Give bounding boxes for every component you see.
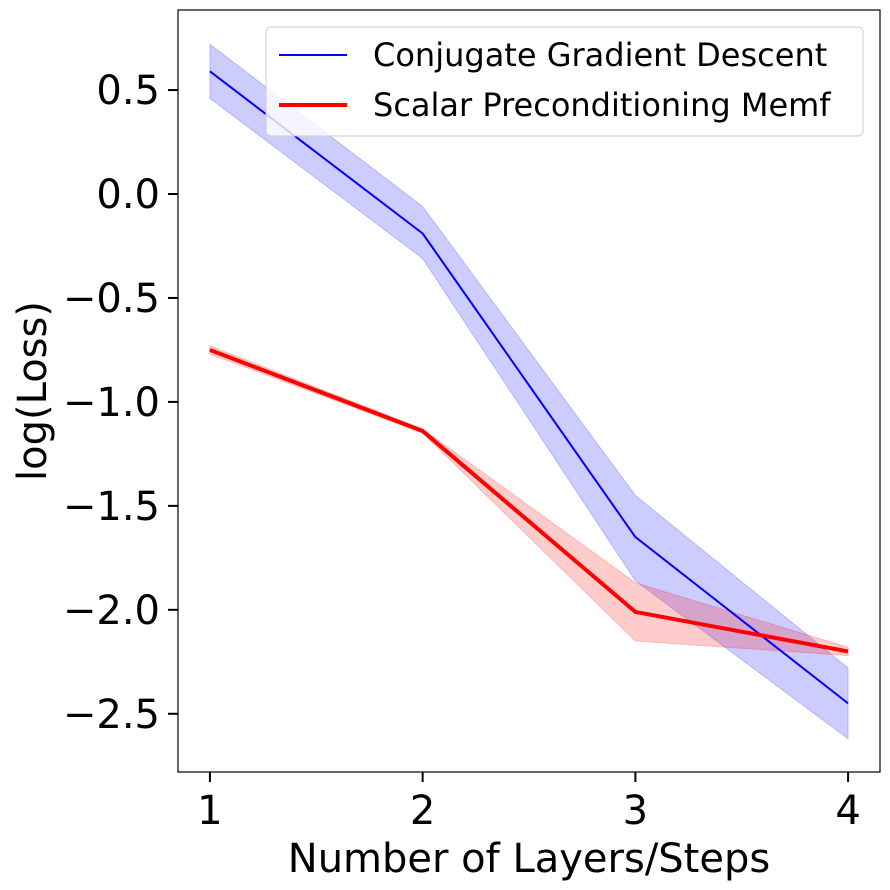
y-tick-label-3: −0.5 [63,276,160,322]
x-tick-label-2: 2 [410,788,435,834]
y-tick-label-7: −2.5 [63,692,160,738]
x-tick-label-1: 1 [197,788,222,834]
y-tick-label-1: 0.5 [96,68,160,114]
legend-label-scalar-preconditioning-memf: Scalar Preconditioning Memf [373,86,831,124]
y-axis-label: log(Loss) [10,301,56,481]
x-axis-label: Number of Layers/Steps [288,836,770,882]
plot-frame [177,9,881,773]
conjugate-gradient-descent-line [209,70,849,705]
y-tick-label-5: −1.5 [63,484,160,530]
x-axis-ticks: 1 2 3 4 [197,772,861,834]
legend-box [265,26,864,137]
scalar-preconditioning-memf-band [209,345,849,657]
scalar-preconditioning-memf-line [209,348,849,654]
x-tick-label-4: 4 [835,788,860,834]
y-tick-label-2: 0.0 [96,172,160,218]
conjugate-gradient-descent-band [209,43,849,740]
x-tick-label-3: 3 [623,788,648,834]
series-lines [209,70,849,705]
confidence-bands [209,43,849,740]
y-axis-ticks: 0.5 0.0 −0.5 −1.0 −1.5 −2.0 −2.5 [63,68,178,738]
y-tick-label-6: −2.0 [63,588,160,634]
legend-label-conjugate-gradient-descent: Conjugate Gradient Descent [373,36,827,74]
legend: Conjugate Gradient Descent Scalar Precond… [265,26,864,137]
y-tick-label-4: −1.0 [63,380,160,426]
